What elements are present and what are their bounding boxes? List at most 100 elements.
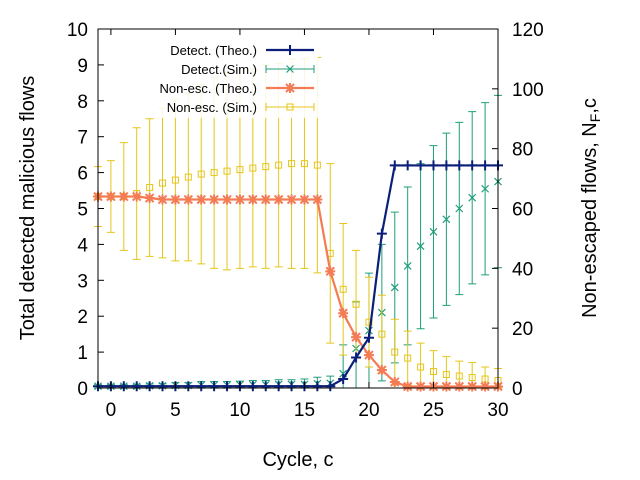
data-point xyxy=(247,381,258,392)
data-point xyxy=(338,374,349,385)
data-point xyxy=(222,381,233,392)
x-tick-label: 15 xyxy=(294,400,315,421)
y-right-tick-label: 100 xyxy=(512,80,544,101)
data-point xyxy=(403,262,412,270)
error-bar xyxy=(145,118,154,257)
y-right-tick-label: 20 xyxy=(512,319,533,340)
data-point xyxy=(480,160,491,171)
legend: Detect. (Theo.) Detect.(Sim.) Non-esc. (Th… xyxy=(114,38,318,118)
data-point xyxy=(260,194,271,205)
data-point xyxy=(223,167,231,175)
data-point xyxy=(468,374,476,382)
y-left-tick-label: 0 xyxy=(77,379,88,400)
data-point xyxy=(273,381,284,392)
data-point xyxy=(325,381,336,392)
data-point xyxy=(351,352,362,363)
data-point xyxy=(376,228,387,239)
data-point xyxy=(236,166,244,174)
data-point xyxy=(210,169,218,177)
data-point xyxy=(378,330,386,338)
data-point xyxy=(402,160,413,171)
data-point xyxy=(131,381,142,392)
data-point xyxy=(146,184,154,192)
y-axis-right-label: Non-escaped flows, NF,c xyxy=(579,98,603,318)
data-point xyxy=(429,368,437,376)
legend-item: Detect. (Theo.) xyxy=(170,43,314,58)
data-point xyxy=(389,160,400,171)
data-point xyxy=(275,161,283,169)
data-point xyxy=(299,194,310,205)
data-point xyxy=(339,285,347,293)
data-point xyxy=(273,194,284,205)
y-left-tick-label: 6 xyxy=(77,164,88,185)
y-axis-right-label-tail: ,c xyxy=(579,98,601,114)
data-point xyxy=(415,381,426,392)
y-left-tick-label: 7 xyxy=(77,128,88,149)
legend-marker xyxy=(285,83,295,93)
data-point xyxy=(262,163,270,171)
x-axis-label: Cycle, c xyxy=(262,449,333,471)
legend-label: Non-esc. (Theo.) xyxy=(159,81,257,96)
error-bar xyxy=(326,163,335,344)
data-point xyxy=(157,194,168,205)
data-point xyxy=(390,283,399,292)
data-point xyxy=(480,381,491,392)
legend-label: Detect. (Theo.) xyxy=(170,43,257,58)
error-bar xyxy=(339,222,348,356)
data-point xyxy=(197,170,205,178)
data-point xyxy=(454,381,465,392)
data-point xyxy=(183,194,194,205)
legend-marker xyxy=(286,103,294,111)
data-point xyxy=(325,266,336,277)
data-point xyxy=(402,381,413,392)
data-point xyxy=(105,191,116,202)
legend-item: Non-esc. (Theo.) xyxy=(159,81,314,96)
legend-item: Detect.(Sim.) xyxy=(181,62,315,77)
x-tick-label: 30 xyxy=(487,400,508,421)
data-point xyxy=(222,194,233,205)
data-point xyxy=(416,242,425,251)
data-point xyxy=(286,381,297,392)
x-tick-label: 25 xyxy=(423,400,444,421)
x-tick-label: 20 xyxy=(358,400,379,421)
data-point xyxy=(455,372,463,380)
data-point xyxy=(184,173,192,181)
legend-item: Non-esc. (Sim.) xyxy=(167,100,315,115)
y-right-tick-label: 120 xyxy=(512,20,544,41)
data-point xyxy=(247,194,258,205)
data-point xyxy=(441,381,452,392)
data-point xyxy=(429,227,438,236)
data-point xyxy=(312,381,323,392)
data-point xyxy=(209,194,220,205)
data-point xyxy=(389,377,400,388)
x-tick-label: 0 xyxy=(106,400,117,421)
data-point xyxy=(312,194,323,205)
data-point xyxy=(481,184,490,193)
data-point xyxy=(417,363,425,371)
y-left-tick-label: 3 xyxy=(77,271,88,292)
data-point xyxy=(183,381,194,392)
data-point xyxy=(442,215,451,224)
data-point xyxy=(249,164,257,172)
data-point xyxy=(468,193,477,202)
data-point xyxy=(260,381,271,392)
y-axis-right-label-main: Non-escaped flows, N xyxy=(579,122,601,318)
y-left-tick-label: 8 xyxy=(77,92,88,113)
data-point xyxy=(455,204,464,213)
data-point xyxy=(454,160,465,171)
legend-swatch xyxy=(265,103,315,111)
y-axis-left-label: Total detected malicious flows xyxy=(17,76,39,341)
legend-label: Non-esc. (Sim.) xyxy=(167,100,257,115)
data-point xyxy=(300,160,308,168)
data-point xyxy=(428,160,439,171)
data-point xyxy=(391,348,399,356)
data-point xyxy=(363,332,374,343)
data-point xyxy=(363,350,374,361)
data-point xyxy=(159,179,167,187)
x-tick-label: 5 xyxy=(170,400,181,421)
data-point xyxy=(209,381,220,392)
legend-marker xyxy=(286,65,294,73)
